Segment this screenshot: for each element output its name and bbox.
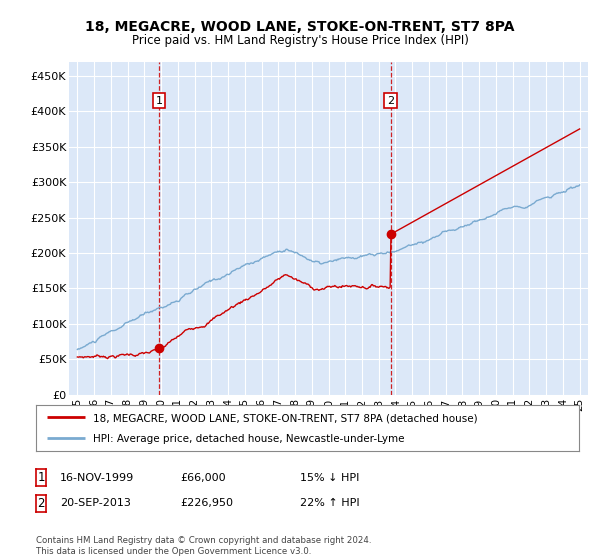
Text: 20-SEP-2013: 20-SEP-2013 [60, 498, 131, 508]
Text: 18, MEGACRE, WOOD LANE, STOKE-ON-TRENT, ST7 8PA: 18, MEGACRE, WOOD LANE, STOKE-ON-TRENT, … [85, 20, 515, 34]
Text: 16-NOV-1999: 16-NOV-1999 [60, 473, 134, 483]
Text: Contains HM Land Registry data © Crown copyright and database right 2024.
This d: Contains HM Land Registry data © Crown c… [36, 536, 371, 556]
Text: 1: 1 [155, 96, 163, 106]
Text: £66,000: £66,000 [180, 473, 226, 483]
Text: £226,950: £226,950 [180, 498, 233, 508]
Text: 2: 2 [387, 96, 394, 106]
Text: 1: 1 [37, 471, 45, 484]
Text: 2: 2 [37, 497, 45, 510]
Text: 22% ↑ HPI: 22% ↑ HPI [300, 498, 359, 508]
Text: Price paid vs. HM Land Registry's House Price Index (HPI): Price paid vs. HM Land Registry's House … [131, 34, 469, 46]
Text: 15% ↓ HPI: 15% ↓ HPI [300, 473, 359, 483]
Text: 18, MEGACRE, WOOD LANE, STOKE-ON-TRENT, ST7 8PA (detached house): 18, MEGACRE, WOOD LANE, STOKE-ON-TRENT, … [93, 413, 478, 423]
Text: HPI: Average price, detached house, Newcastle-under-Lyme: HPI: Average price, detached house, Newc… [93, 435, 404, 444]
